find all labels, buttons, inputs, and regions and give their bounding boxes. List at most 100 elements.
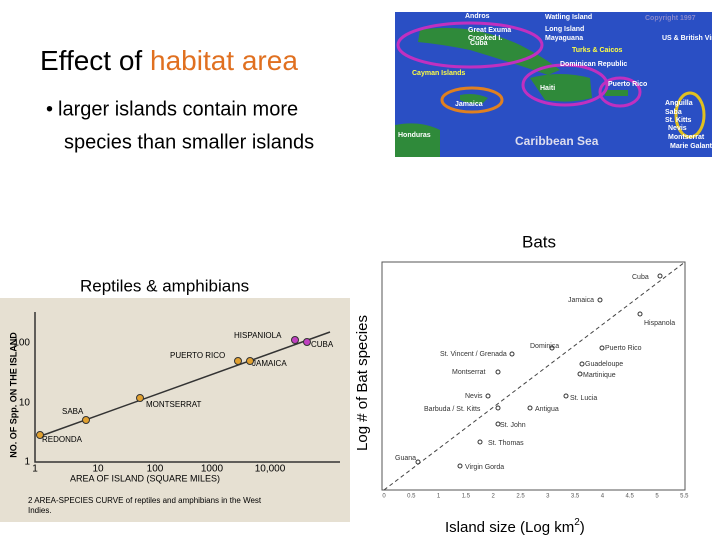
- hispaniola-shape: [530, 74, 592, 102]
- map-label: Dominican Republic: [560, 61, 627, 68]
- point-label: Puerto Rico: [605, 345, 642, 352]
- puerto-rico-shape: [605, 90, 628, 96]
- jamaica-shape: [460, 94, 488, 104]
- map-label: Montserrat: [668, 134, 705, 141]
- map-label: Anguilla: [665, 100, 693, 107]
- data-point: [246, 357, 254, 365]
- x-axis-label-text: Island size (Log km: [445, 519, 574, 536]
- point-label: Nevis: [465, 393, 483, 400]
- x-tick-label: 0: [382, 494, 386, 500]
- data-point: [485, 393, 491, 399]
- x-axis-label-sup: 2: [574, 517, 580, 528]
- title-highlight: habitat area: [150, 45, 298, 76]
- point-label: Jamaica: [568, 297, 594, 304]
- figure-heading: Reptiles & amphibians: [80, 276, 249, 295]
- y-tick-label: 1: [24, 457, 30, 468]
- point-label: SABA: [62, 407, 84, 416]
- map-label: Nevis: [668, 125, 687, 132]
- x-axis-label: Island size (Log km2): [445, 517, 585, 536]
- data-point: [36, 431, 44, 439]
- data-point: [577, 371, 583, 377]
- point-label: Guana: [395, 455, 416, 462]
- map-label: Marie Galante: [670, 143, 716, 150]
- highlight-ring: [396, 21, 544, 69]
- x-tick-label: 2.5: [516, 494, 525, 500]
- x-axis-label: AREA OF ISLAND (SQUARE MILES): [70, 473, 220, 483]
- x-tick-label: 4: [601, 494, 605, 500]
- map-label: Watling Island: [545, 14, 592, 21]
- map-label: Andros: [465, 13, 490, 20]
- map-label: Saba: [665, 109, 682, 116]
- map-label: US & British Virgin Islands: [662, 35, 720, 42]
- reptile-figure-image: [0, 298, 350, 522]
- map-label: Great Exuma: [468, 27, 511, 34]
- highlight-ring: [598, 76, 642, 108]
- bat-figure-image: [372, 252, 690, 510]
- data-point: [82, 416, 90, 424]
- slide-title: Effect of habitat area: [40, 45, 298, 76]
- bat-axes: [381, 261, 686, 491]
- data-point: [457, 463, 463, 469]
- map-label: Haiti: [540, 85, 555, 92]
- cuba-shape: [418, 27, 560, 75]
- x-tick-label: 3: [546, 494, 550, 500]
- data-point: [303, 338, 311, 346]
- point-label: Hispanola: [644, 320, 675, 327]
- data-point: [563, 393, 569, 399]
- x-tick-label: 1: [437, 494, 441, 500]
- point-label: Antigua: [535, 406, 559, 413]
- map-label: Jamaica: [455, 101, 483, 108]
- x-tick-label: 5.5: [680, 494, 689, 500]
- y-axis-label: NO. OF Spp. ON THE ISLAND: [8, 332, 18, 458]
- x-tick-label: 4.5: [626, 494, 635, 500]
- x-tick-label: 1000: [201, 464, 224, 475]
- map-label: Long Island: [545, 26, 584, 33]
- point-label: St. Vincent / Grenada: [440, 351, 507, 358]
- point-label: MONTSERRAT: [146, 400, 202, 409]
- x-tick-label: 10,000: [255, 464, 286, 475]
- map-label: Cuba: [470, 40, 488, 47]
- x-tick-label: 2: [492, 494, 496, 500]
- point-label: St. Thomas: [488, 440, 524, 447]
- data-point: [599, 345, 605, 351]
- map-label: Cayman Islands: [412, 70, 465, 77]
- honduras-shape: [395, 123, 440, 157]
- data-point: [495, 405, 501, 411]
- x-tick-label: 10: [92, 464, 104, 475]
- figure-caption: Indies.: [28, 506, 52, 515]
- data-point: [579, 361, 585, 367]
- map-label: Crooked I.: [468, 35, 502, 42]
- data-point: [234, 357, 242, 365]
- map-label: Copyright 1997: [645, 15, 696, 22]
- data-point: [495, 421, 501, 427]
- point-label: St. John: [500, 422, 526, 429]
- data-point: [291, 336, 299, 344]
- point-label: CUBA: [311, 340, 334, 349]
- x-tick-label: 1.5: [462, 494, 471, 500]
- x-axis-label-close: ): [580, 519, 585, 536]
- map-label: Mayaguana: [545, 35, 583, 42]
- point-label: Dominica: [530, 343, 559, 350]
- x-tick-label: 5: [655, 494, 659, 500]
- figure-caption: 2 AREA-SPECIES CURVE of reptiles and amp…: [28, 496, 262, 505]
- data-point: [527, 405, 533, 411]
- data-point: [495, 369, 501, 375]
- y-tick-label: 100: [13, 338, 30, 349]
- data-point: [597, 297, 603, 303]
- point-label: Montserrat: [452, 369, 486, 376]
- highlight-ring: [674, 91, 706, 139]
- map-label: Turks & Caicos: [572, 47, 623, 54]
- data-point: [477, 439, 483, 445]
- y-tick-label: 10: [19, 398, 31, 409]
- map-label: Caribbean Sea: [515, 134, 599, 148]
- point-label: Cuba: [632, 274, 649, 281]
- point-label: JAMAICA: [252, 359, 287, 368]
- x-tick-label: 100: [147, 464, 164, 475]
- point-label: Martinique: [583, 372, 616, 379]
- map-label: Honduras: [398, 132, 431, 139]
- x-tick-label: 1: [32, 464, 38, 475]
- data-point: [637, 311, 643, 317]
- point-label: Virgin Gorda: [465, 464, 504, 471]
- figure-heading: Bats: [522, 232, 556, 251]
